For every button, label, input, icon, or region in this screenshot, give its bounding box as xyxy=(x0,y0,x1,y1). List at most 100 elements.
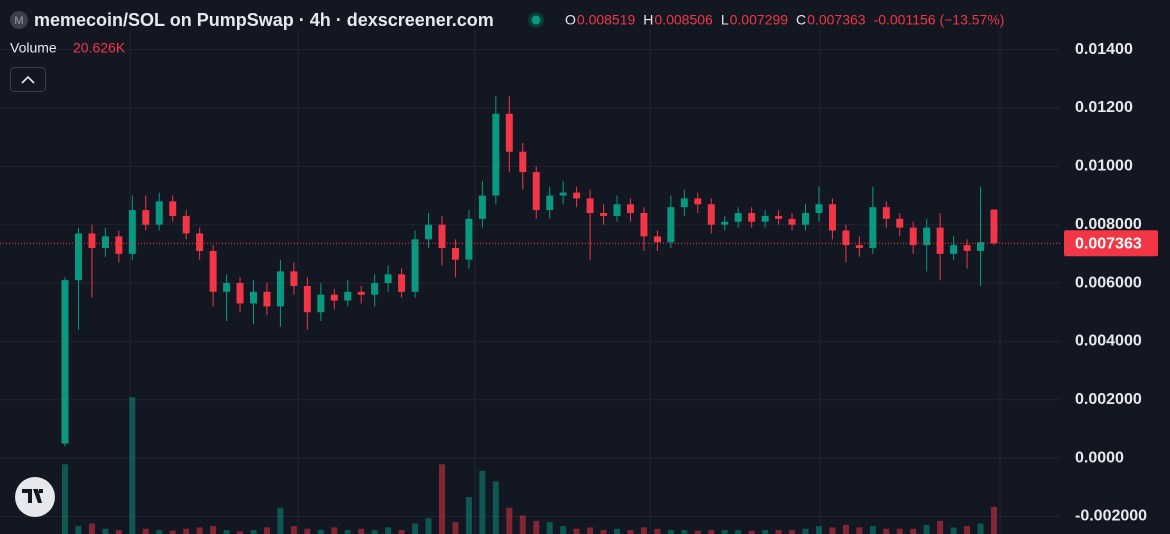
volume-bar xyxy=(304,528,311,534)
candle-body xyxy=(896,218,904,228)
candle-body xyxy=(842,230,850,246)
grid: 0.01400 0.01200 0.01000 0.008000 0.006000 0.0… xyxy=(0,41,1147,525)
volume-bar xyxy=(102,528,109,534)
candle-body xyxy=(977,242,985,251)
candle-body xyxy=(653,236,661,243)
volume-bar xyxy=(991,506,997,534)
volume-bar xyxy=(869,526,876,534)
logo-mark xyxy=(22,489,43,503)
candle-body xyxy=(438,224,446,249)
volume-bar xyxy=(842,524,849,534)
volume-bar xyxy=(546,522,553,534)
volume-bar xyxy=(573,528,580,534)
volume-bar xyxy=(398,530,405,534)
candle-body xyxy=(802,213,810,225)
y-tick-label: 0.004000 xyxy=(1075,333,1142,350)
candle-body xyxy=(775,215,783,219)
candle-body xyxy=(249,291,257,304)
volume-bar xyxy=(331,527,338,534)
candle-body xyxy=(169,201,177,216)
ohlc-value: 0.007299 xyxy=(730,12,789,28)
ohlc-letter: L xyxy=(721,12,729,28)
candle-body xyxy=(613,204,621,216)
volume-pane xyxy=(62,397,997,534)
volume-bar xyxy=(950,527,957,534)
volume-bar xyxy=(681,530,688,534)
candle-body xyxy=(532,172,540,211)
volume-bar xyxy=(142,528,149,534)
candle-body xyxy=(276,271,284,307)
y-tick-label: 0.01400 xyxy=(1075,41,1133,58)
price-change: -0.001156 (−13.57%) xyxy=(874,12,1005,28)
candle-body xyxy=(61,280,69,444)
volume-bar xyxy=(721,530,728,534)
last-price-label: 0.007363 xyxy=(1075,235,1142,252)
logo xyxy=(15,477,55,517)
volume-bar xyxy=(183,528,190,534)
candle-body xyxy=(600,213,608,216)
volume-bar xyxy=(210,526,217,534)
candle-body xyxy=(357,291,365,295)
candle-body xyxy=(209,250,217,292)
candle-body xyxy=(546,195,554,211)
candle-body xyxy=(855,245,863,249)
candle-body xyxy=(303,285,311,313)
volume-bar xyxy=(452,522,459,534)
candle-body xyxy=(263,291,271,307)
candle-body xyxy=(128,210,136,254)
volume-bar xyxy=(438,464,445,534)
chevron-icon xyxy=(21,75,35,84)
last-price-box xyxy=(1064,230,1158,257)
candle-body xyxy=(155,201,163,225)
candle-body xyxy=(667,207,675,243)
volume-bar xyxy=(923,524,930,534)
volume-bar xyxy=(964,526,971,534)
candle-body xyxy=(88,233,96,249)
candle-body xyxy=(869,207,877,249)
volume-label: Volume xyxy=(10,40,57,56)
volume-bar xyxy=(277,507,284,534)
volume-bar xyxy=(560,526,567,534)
volume-bar xyxy=(465,497,472,534)
volume-bar xyxy=(654,528,661,534)
candle-body xyxy=(990,209,998,244)
y-tick-label: -0.002000 xyxy=(1075,508,1147,525)
volume-bar xyxy=(937,520,944,534)
volume-bar xyxy=(425,518,432,534)
candle-body xyxy=(909,227,917,246)
volume-bar xyxy=(479,470,486,534)
volume-bar xyxy=(371,530,378,534)
volume-bar xyxy=(412,523,419,534)
ohlc-letter: O xyxy=(565,12,576,28)
candle-body xyxy=(344,291,352,301)
candle-body xyxy=(236,283,244,304)
volume-bar xyxy=(640,527,647,534)
collapse-button[interactable] xyxy=(10,67,46,92)
candle-body xyxy=(734,213,742,222)
candle-body xyxy=(398,274,406,292)
candle-body xyxy=(748,213,756,222)
volume-bar xyxy=(290,526,297,534)
candle-body xyxy=(101,236,109,249)
volume-bar xyxy=(344,530,351,534)
candle-body xyxy=(142,210,150,225)
candle-body xyxy=(815,204,823,214)
candle-body xyxy=(196,233,204,251)
volume-bar xyxy=(587,527,594,534)
symbol-icon xyxy=(10,11,28,29)
volume-bar xyxy=(735,530,742,534)
candle-body xyxy=(640,213,648,237)
volume-bar xyxy=(237,531,244,534)
volume-bar xyxy=(115,530,122,534)
volume-value: 20.626K xyxy=(73,40,126,56)
volume-bar xyxy=(614,528,621,534)
candle-body xyxy=(505,113,513,152)
volume-bar xyxy=(196,527,203,534)
candle-body xyxy=(573,192,581,199)
y-tick-label: 0.006000 xyxy=(1075,274,1142,291)
candle-body xyxy=(828,204,836,231)
y-tick-label: 0.01000 xyxy=(1075,158,1133,175)
candle-body xyxy=(788,218,796,225)
